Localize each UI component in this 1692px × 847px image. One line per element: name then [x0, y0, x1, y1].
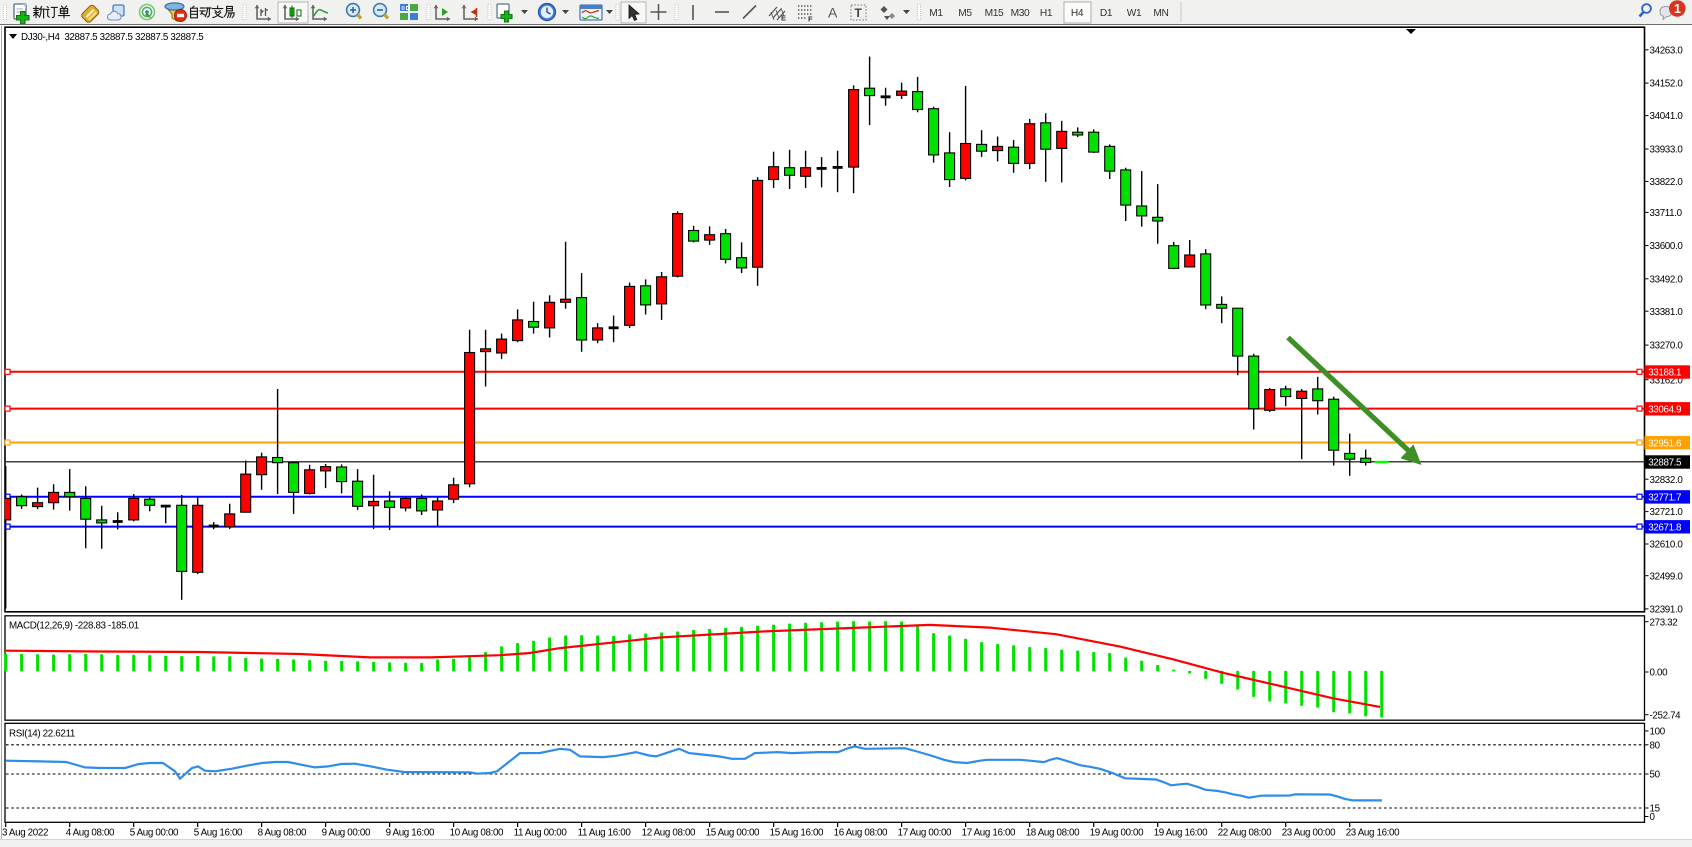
svg-text:12 Aug 08:00: 12 Aug 08:00 — [642, 828, 696, 839]
svg-text:M1: M1 — [929, 8, 943, 19]
svg-text:33711.0: 33711.0 — [1650, 208, 1683, 219]
svg-text:23 Aug 00:00: 23 Aug 00:00 — [1282, 828, 1336, 839]
svg-text:33064.9: 33064.9 — [1648, 404, 1681, 415]
svg-text:RSI(14) 22.6211: RSI(14) 22.6211 — [9, 729, 75, 740]
svg-text:32887.5: 32887.5 — [1648, 458, 1682, 469]
svg-text:50: 50 — [1650, 770, 1661, 781]
svg-text:19 Aug 00:00: 19 Aug 00:00 — [1090, 828, 1144, 839]
svg-text:D1: D1 — [1100, 8, 1113, 19]
svg-text:DJ30-,H4 32887.5 32887.5 3288: DJ30-,H4 32887.5 32887.5 32887.5 32887.5 — [21, 32, 204, 43]
svg-text:A: A — [828, 5, 838, 21]
svg-text:33492.0: 33492.0 — [1650, 274, 1684, 285]
svg-text:33600.0: 33600.0 — [1650, 241, 1684, 252]
svg-text:18 Aug 08:00: 18 Aug 08:00 — [1026, 828, 1080, 839]
svg-text:15 Aug 00:00: 15 Aug 00:00 — [706, 828, 760, 839]
svg-text:19 Aug 16:00: 19 Aug 16:00 — [1154, 828, 1208, 839]
svg-text:32499.0: 32499.0 — [1650, 571, 1684, 582]
svg-text:5 Aug 00:00: 5 Aug 00:00 — [130, 828, 179, 839]
svg-text:-252.74: -252.74 — [1650, 710, 1682, 721]
svg-text:22 Aug 08:00: 22 Aug 08:00 — [1218, 828, 1272, 839]
svg-text:32671.8: 32671.8 — [1648, 522, 1682, 533]
svg-text:33162.0: 33162.0 — [1650, 375, 1684, 386]
svg-text:17 Aug 16:00: 17 Aug 16:00 — [962, 828, 1016, 839]
svg-text:E: E — [781, 14, 786, 23]
svg-text:34041.0: 34041.0 — [1650, 111, 1684, 122]
svg-text:8 Aug 08:00: 8 Aug 08:00 — [258, 828, 307, 839]
svg-text:32951.6: 32951.6 — [1648, 438, 1682, 449]
svg-text:33188.1: 33188.1 — [1648, 368, 1681, 379]
svg-text:80: 80 — [1650, 740, 1661, 751]
svg-text:34152.0: 34152.0 — [1650, 79, 1684, 90]
svg-text:M15: M15 — [985, 8, 1004, 19]
svg-text:33822.0: 33822.0 — [1650, 177, 1684, 188]
svg-text:9 Aug 16:00: 9 Aug 16:00 — [386, 828, 435, 839]
svg-text:W1: W1 — [1127, 8, 1142, 19]
svg-text:32610.0: 32610.0 — [1650, 540, 1684, 551]
svg-text:MN: MN — [1153, 8, 1168, 19]
svg-text:F: F — [808, 15, 813, 24]
svg-text:1: 1 — [1674, 2, 1681, 16]
svg-text:32721.0: 32721.0 — [1650, 507, 1684, 518]
svg-text:M30: M30 — [1011, 8, 1030, 19]
svg-text:32832.0: 32832.0 — [1650, 475, 1684, 486]
svg-text:11 Aug 00:00: 11 Aug 00:00 — [514, 828, 568, 839]
svg-text:100: 100 — [1650, 727, 1666, 738]
svg-text:H4: H4 — [1071, 8, 1084, 19]
svg-text:15: 15 — [1650, 804, 1661, 815]
svg-text:3 Aug 2022: 3 Aug 2022 — [2, 828, 48, 839]
svg-text:10 Aug 08:00: 10 Aug 08:00 — [450, 828, 504, 839]
svg-text:33270.0: 33270.0 — [1650, 341, 1684, 352]
svg-text:M5: M5 — [958, 8, 972, 19]
svg-text:0.00: 0.00 — [1650, 668, 1669, 679]
svg-text:32771.7: 32771.7 — [1648, 493, 1681, 504]
svg-text:33381.0: 33381.0 — [1650, 307, 1684, 318]
svg-text:33933.0: 33933.0 — [1650, 145, 1684, 156]
svg-text:34263.0: 34263.0 — [1650, 45, 1684, 56]
svg-text:T: T — [855, 6, 863, 20]
svg-text:17 Aug 00:00: 17 Aug 00:00 — [898, 828, 952, 839]
svg-text:0: 0 — [1650, 812, 1656, 823]
svg-text:4 Aug 08:00: 4 Aug 08:00 — [66, 828, 115, 839]
svg-text:23 Aug 16:00: 23 Aug 16:00 — [1346, 828, 1400, 839]
svg-text:H1: H1 — [1040, 8, 1053, 19]
svg-text:15 Aug 16:00: 15 Aug 16:00 — [770, 828, 824, 839]
svg-text:16 Aug 08:00: 16 Aug 08:00 — [834, 828, 888, 839]
svg-text:MACD(12,26,9) -228.83 -185.01: MACD(12,26,9) -228.83 -185.01 — [9, 621, 139, 632]
svg-text:273.32: 273.32 — [1650, 617, 1678, 628]
svg-text:5 Aug 16:00: 5 Aug 16:00 — [194, 828, 243, 839]
svg-text:9 Aug 00:00: 9 Aug 00:00 — [322, 828, 371, 839]
svg-text:32391.0: 32391.0 — [1650, 605, 1684, 616]
svg-text:11 Aug 16:00: 11 Aug 16:00 — [578, 828, 632, 839]
